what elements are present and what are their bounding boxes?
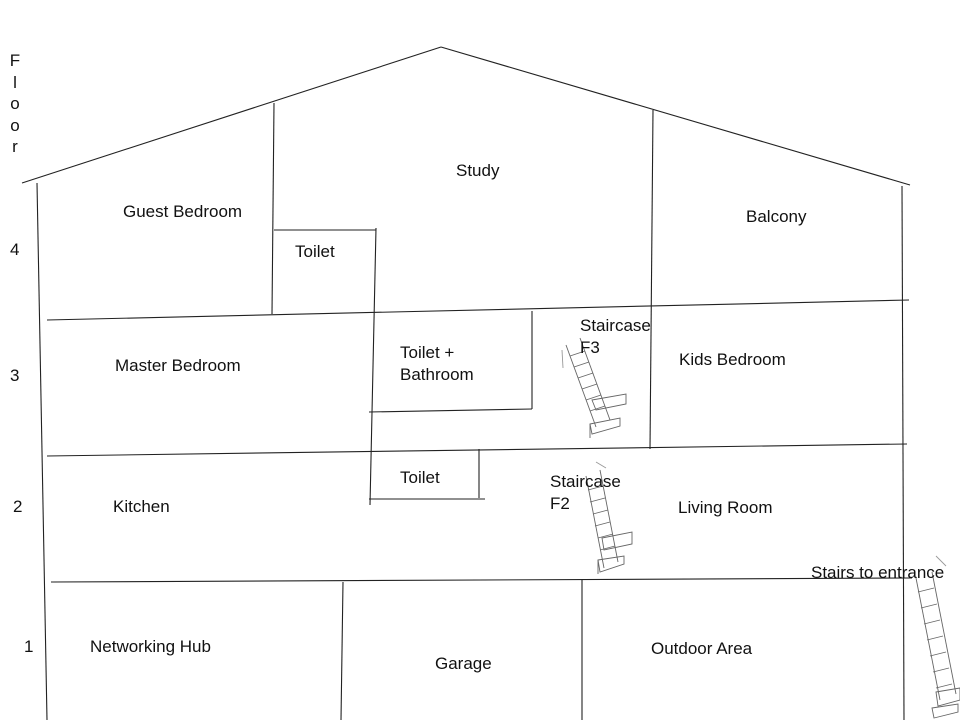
wall-central [369,227,377,506]
roof-right-line [440,46,911,186]
room-label-study: Study [456,161,500,180]
wall-hub-garage [340,581,344,720]
room-label-outdoor-area: Outdoor Area [651,639,753,658]
stairs-to-entrance-icon [915,555,960,719]
room-label-staircase-f3: Staircase F3 [580,316,651,357]
room-label-master-bedroom: Master Bedroom [115,356,241,375]
room-label-staircase-f2: Staircase F2 [550,472,621,513]
floor-number-3: 3 [10,366,20,385]
floor-divider-3-2 [46,443,908,457]
roof-left-line [21,46,442,184]
floor-number-2: 2 [13,497,23,516]
room-label-garage: Garage [435,654,492,673]
floor-number-4: 4 [10,240,20,259]
floor-divider-4-3 [46,299,910,321]
left-outer-wall [36,182,48,720]
room-label-networking-hub: Networking Hub [90,637,211,656]
wall-guest-study [271,102,275,315]
staircase-f3-icon [561,337,627,438]
floor-number-1: 1 [24,637,34,656]
room-label-kitchen: Kitchen [113,497,170,516]
room-label-stairs-to-entrance: Stairs to entrance [811,563,945,582]
wall-study-balcony [649,109,654,450]
room-label-guest-bedroom: Guest Bedroom [123,202,243,221]
bathroom-bottom-wall [368,408,533,413]
room-label-toilet-bathroom: Toilet + Bathroom [400,343,474,384]
room-label-toilet-f4: Toilet [295,242,335,261]
right-outer-wall [901,185,905,720]
staircase-f2-icon [585,461,633,574]
room-label-kids-bedroom: Kids Bedroom [679,350,786,369]
room-label-living-room: Living Room [678,498,773,517]
room-label-balcony: Balcony [746,207,807,226]
room-label-toilet-f2: Toilet [400,468,440,487]
floor-heading: Floor [9,51,21,156]
floor-divider-2-1 [50,577,913,583]
